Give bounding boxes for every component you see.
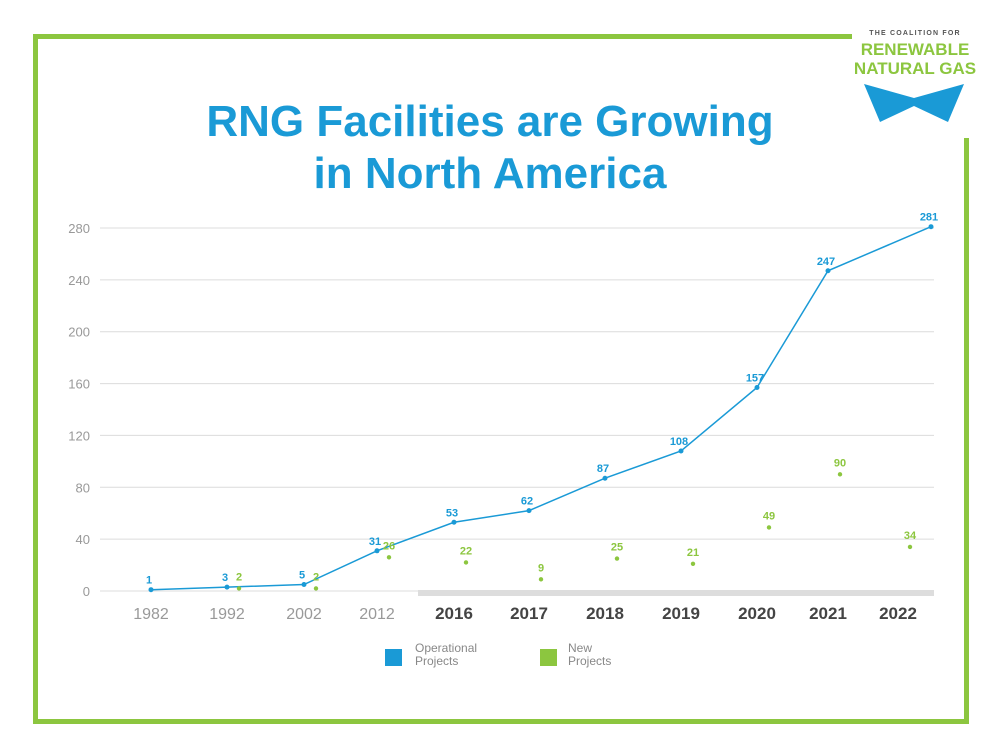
point-new (837, 472, 843, 477)
data-label-operational: 31 (369, 536, 381, 548)
chart-title-line1: RNG Facilities are Growing (206, 97, 774, 146)
logo: THE COALITION FOR RENEWABLE NATURAL GAS (852, 22, 978, 138)
data-label-new: 26 (383, 540, 395, 552)
x-axis-band (418, 590, 934, 596)
x-tick-label: 2022 (879, 604, 917, 623)
y-tick-label: 0 (83, 584, 90, 599)
data-label-new: 34 (904, 530, 917, 542)
data-label-new: 25 (611, 542, 623, 554)
point-new (766, 525, 772, 530)
point-operational (148, 587, 154, 593)
logo-line2: NATURAL GAS (853, 59, 977, 78)
point-operational (928, 224, 934, 230)
point-operational (602, 475, 608, 481)
chart-title: RNG Facilities are Growing in North Amer… (100, 96, 880, 200)
x-tick-label: 2018 (586, 604, 624, 623)
y-tick-label: 160 (68, 377, 90, 392)
point-new (386, 555, 392, 560)
point-operational (825, 268, 831, 274)
data-label-operational: 108 (670, 436, 688, 448)
data-label-new: 21 (687, 547, 699, 559)
data-label-new: 9 (538, 562, 544, 574)
y-tick-label: 280 (68, 221, 90, 236)
data-label-operational: 247 (817, 256, 835, 268)
point-operational (451, 519, 457, 525)
data-label-new: 90 (834, 457, 846, 469)
legend-label-new: New Projects (568, 641, 612, 668)
x-tick-label: 2020 (738, 604, 776, 623)
point-new (463, 560, 469, 565)
x-tick-label: 2017 (510, 604, 548, 623)
data-label-operational: 1 (146, 575, 152, 587)
point-operational (526, 508, 532, 514)
y-tick-label: 200 (68, 325, 90, 340)
point-new (538, 577, 544, 582)
x-tick-label: 1982 (133, 606, 169, 623)
data-label-operational: 53 (446, 507, 458, 519)
point-new (907, 544, 913, 550)
data-label-operational: 5 (299, 570, 305, 582)
point-operational (374, 548, 380, 554)
data-label-operational: 3 (222, 572, 228, 584)
data-label-new: 49 (763, 510, 775, 522)
y-tick-label: 40 (76, 532, 90, 547)
data-label-operational: 87 (597, 463, 609, 475)
point-new (614, 556, 620, 561)
x-tick-label: 2012 (359, 606, 395, 623)
data-label-new: 2 (313, 571, 319, 583)
data-label-operational: 157 (746, 372, 764, 384)
legend-swatch-operational (385, 649, 402, 666)
point-operational (224, 584, 230, 590)
chart-title-line2: in North America (313, 149, 667, 198)
legend-swatch-new (540, 649, 557, 666)
chart-frame (33, 34, 969, 724)
x-tick-label: 2016 (435, 604, 473, 623)
point-new (236, 586, 242, 591)
point-operational (678, 448, 684, 454)
data-label-operational: 281 (920, 212, 938, 224)
data-label-operational: 62 (521, 496, 533, 508)
y-tick-label: 80 (76, 480, 90, 495)
point-new (690, 561, 696, 566)
logo-line1: RENEWABLE (860, 40, 970, 59)
point-operational (301, 582, 307, 588)
point-operational (754, 384, 760, 390)
x-tick-label: 2021 (809, 604, 847, 623)
data-label-new: 2 (236, 571, 242, 583)
x-tick-label: 2002 (286, 606, 322, 623)
data-label-new: 22 (460, 545, 472, 557)
y-tick-label: 120 (68, 428, 90, 443)
x-tick-label: 1992 (209, 606, 245, 623)
point-new (313, 586, 319, 591)
logo-bowtie-icon (864, 84, 964, 122)
y-tick-label: 240 (68, 273, 90, 288)
x-tick-label: 2019 (662, 604, 700, 623)
logo-small-text: THE COALITION FOR (869, 30, 961, 37)
series-line-operational (150, 226, 932, 591)
legend-label-operational: Operational Projects (415, 641, 478, 668)
